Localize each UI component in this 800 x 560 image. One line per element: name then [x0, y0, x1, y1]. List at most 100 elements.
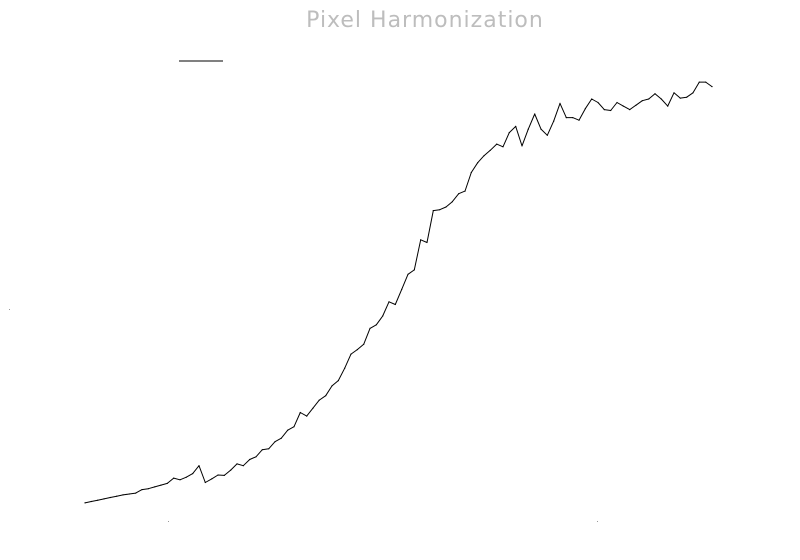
data-point	[160, 484, 162, 486]
data-point	[521, 145, 523, 147]
data-point	[597, 101, 599, 104]
data-point	[204, 481, 206, 484]
data-point	[692, 92, 694, 94]
data-point	[705, 81, 707, 83]
data-point	[356, 349, 358, 351]
data-point	[344, 367, 346, 369]
data-point	[489, 149, 491, 151]
data-point	[325, 395, 327, 397]
data-point	[711, 86, 713, 88]
data-point	[496, 143, 498, 145]
data-point	[185, 476, 187, 478]
data-point	[337, 380, 339, 382]
data-point	[154, 486, 156, 488]
data-point	[166, 482, 168, 484]
data-point	[635, 104, 637, 106]
data-point	[369, 327, 371, 329]
data-point	[502, 146, 504, 148]
data-point	[90, 500, 92, 503]
axis-tick-speck	[168, 521, 169, 522]
data-point	[439, 209, 441, 211]
data-point	[610, 109, 612, 112]
data-point	[445, 206, 447, 208]
data-point	[198, 465, 200, 467]
data-point	[686, 96, 688, 98]
data-point	[572, 117, 574, 119]
data-point	[350, 353, 352, 355]
data-point	[546, 134, 548, 136]
data-point	[527, 128, 529, 130]
data-point	[173, 477, 175, 479]
data-point	[179, 479, 181, 481]
data-point	[660, 98, 662, 100]
data-point	[464, 190, 466, 192]
data-point	[648, 98, 650, 100]
data-point	[249, 458, 251, 461]
data-point	[629, 109, 631, 111]
data-point	[603, 109, 605, 111]
data-point	[477, 162, 479, 164]
data-point	[426, 241, 428, 244]
data-point	[128, 493, 130, 495]
data-point	[420, 239, 422, 241]
axis-tick-speck	[597, 521, 598, 522]
chart-title: Pixel Harmonization	[306, 8, 544, 33]
data-point	[451, 201, 453, 203]
data-point	[312, 407, 314, 409]
data-point	[280, 437, 282, 439]
data-point	[255, 456, 257, 458]
data-point	[287, 429, 289, 431]
data-point	[616, 101, 618, 104]
data-point	[116, 495, 118, 497]
data-point	[654, 93, 656, 95]
data-point	[641, 100, 643, 102]
data-point	[413, 269, 415, 271]
data-point	[97, 499, 99, 501]
data-point	[534, 113, 536, 115]
data-point	[515, 125, 517, 127]
data-point	[363, 343, 365, 345]
axis-tick-speck	[9, 309, 10, 310]
data-point	[103, 498, 105, 500]
data-point	[470, 171, 472, 174]
data-point	[698, 81, 700, 83]
data-point	[407, 273, 409, 275]
data-point	[223, 474, 225, 476]
data-point	[388, 301, 390, 303]
data-point	[236, 463, 238, 465]
series-line	[84, 81, 713, 504]
data-point	[268, 448, 270, 450]
data-point	[483, 155, 485, 157]
data-point	[141, 489, 143, 491]
data-point	[242, 465, 244, 467]
data-point	[230, 469, 232, 471]
data-point	[559, 102, 561, 104]
data-point	[622, 105, 624, 107]
data-point	[147, 488, 149, 490]
data-point	[458, 193, 460, 195]
data-point	[331, 385, 333, 387]
data-point	[211, 478, 213, 480]
data-point	[122, 494, 124, 496]
data-point	[508, 132, 510, 134]
data-point	[192, 473, 194, 475]
data-point	[565, 117, 567, 119]
data-point	[135, 492, 137, 494]
data-point	[299, 411, 301, 414]
data-point	[306, 415, 308, 417]
data-point	[394, 303, 396, 306]
data-point	[673, 92, 675, 94]
data-point	[584, 108, 586, 110]
data-point	[382, 315, 384, 317]
data-point	[679, 97, 681, 99]
data-point	[578, 119, 580, 121]
data-point	[293, 426, 295, 428]
data-point	[274, 441, 276, 443]
data-point	[109, 496, 111, 499]
data-point	[540, 128, 542, 130]
data-point	[432, 210, 434, 212]
data-point	[375, 324, 377, 326]
data-point	[553, 120, 555, 122]
